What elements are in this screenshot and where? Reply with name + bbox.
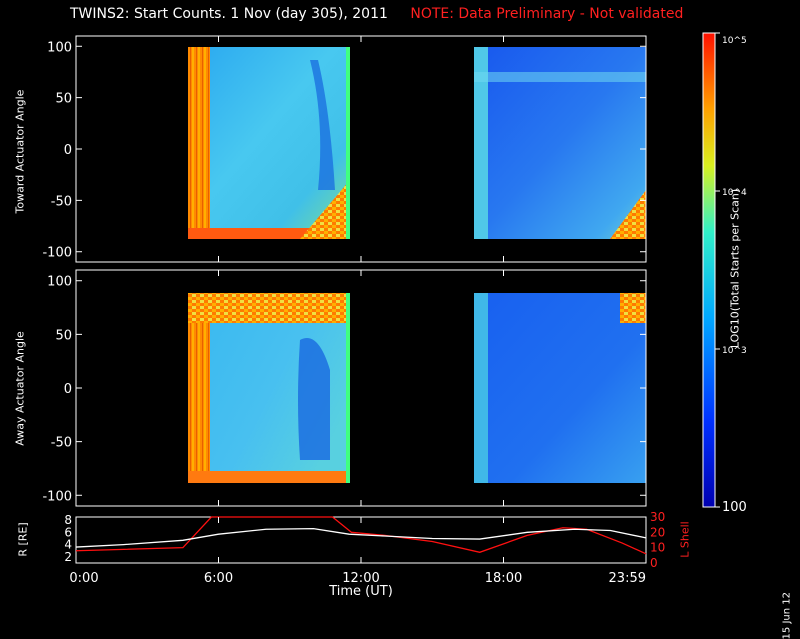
orbit-left-tick-label: 8 — [64, 513, 72, 527]
colorbar-gradient — [702, 32, 716, 508]
toward-ytick-label: -100 — [42, 246, 72, 261]
toward-spectrogram — [188, 47, 646, 239]
radius-line — [75, 528, 647, 548]
xtick-label: 23:59 — [609, 571, 646, 586]
toward-ytick-label: 100 — [47, 40, 72, 55]
away-edge-band-1 — [188, 293, 210, 483]
away-ylabel: Away Actuator Angle — [13, 331, 27, 446]
toward-bottom-corner-2 — [610, 190, 646, 239]
away-panel — [75, 269, 647, 507]
toward-end-line-1 — [346, 47, 350, 239]
colorbar-tick-label: 10^5 — [722, 36, 747, 46]
toward-bottom-corner-1 — [300, 180, 350, 239]
orbit-right-tick-label: 0 — [650, 556, 658, 570]
colorbar-tick-label: 10^3 — [722, 346, 747, 356]
orbit-right-tick-label: 20 — [650, 525, 665, 539]
toward-ytick-label: 0 — [64, 143, 72, 158]
orbit-right-tick-label: 10 — [650, 541, 665, 555]
orbit-panel — [75, 516, 647, 564]
toward-ytick-label: -50 — [51, 194, 72, 209]
toward-bottom-band-1 — [188, 228, 350, 239]
colorbar-tick-label: 100 — [722, 500, 747, 515]
away-bottom-band-1 — [188, 471, 350, 483]
away-end-line-1 — [346, 293, 350, 483]
chart-title: TWINS2: Start Counts. 1 Nov (day 305), 2… — [70, 6, 683, 22]
away-ytick-label: 50 — [55, 328, 72, 343]
colorbar — [702, 32, 716, 508]
away-dip-1 — [298, 338, 330, 460]
x-axis-label: Time (UT) — [329, 584, 393, 599]
colorbar-tick-label: 10^4 — [722, 188, 747, 198]
chart-title-main: TWINS2: Start Counts. 1 Nov (day 305), 2… — [70, 6, 388, 22]
xtick-label: 12:00 — [342, 571, 379, 586]
orbit-right-tick-label: 30 — [650, 510, 665, 524]
xtick-label: 6:00 — [204, 571, 233, 586]
preliminary-note: NOTE: Data Preliminary - Not validated — [410, 6, 684, 22]
xtick-label: 18:00 — [485, 571, 522, 586]
xtick-label: 0:00 — [69, 571, 98, 586]
orbit-left-tick-label: 2 — [64, 550, 72, 564]
toward-ytick-label: 50 — [55, 92, 72, 107]
colorbar-label: LOG10(Total Starts per Scan) — [728, 188, 742, 349]
orbit-lines — [75, 516, 647, 555]
away-spectrogram — [188, 293, 646, 483]
orbit-right-label: L Shell — [678, 521, 692, 558]
toward-streak-2 — [474, 72, 646, 82]
orbit-left-tick-label: 6 — [64, 525, 72, 539]
away-ytick-label: 0 — [64, 382, 72, 397]
away-ytick-label: -100 — [42, 489, 72, 504]
orbit-axes-frame — [75, 516, 647, 564]
toward-dip-1 — [310, 60, 335, 190]
away-top-corner-2 — [620, 293, 646, 323]
orbit-left-label: R [RE] — [16, 522, 30, 557]
away-edge-band-2 — [474, 293, 488, 483]
toward-edge-band-1 — [188, 47, 210, 239]
toward-ylabel: Toward Actuator Angle — [13, 89, 27, 214]
datestamp: 15 Jun 12 — [781, 592, 792, 639]
away-top-band-1 — [188, 293, 350, 323]
away-ytick-label: 100 — [47, 275, 72, 290]
toward-edge-band-2 — [474, 47, 488, 239]
away-segment-2 — [474, 293, 646, 483]
toward-panel — [75, 35, 647, 263]
orbit-left-tick-label: 4 — [64, 538, 72, 552]
away-ytick-label: -50 — [51, 436, 72, 451]
